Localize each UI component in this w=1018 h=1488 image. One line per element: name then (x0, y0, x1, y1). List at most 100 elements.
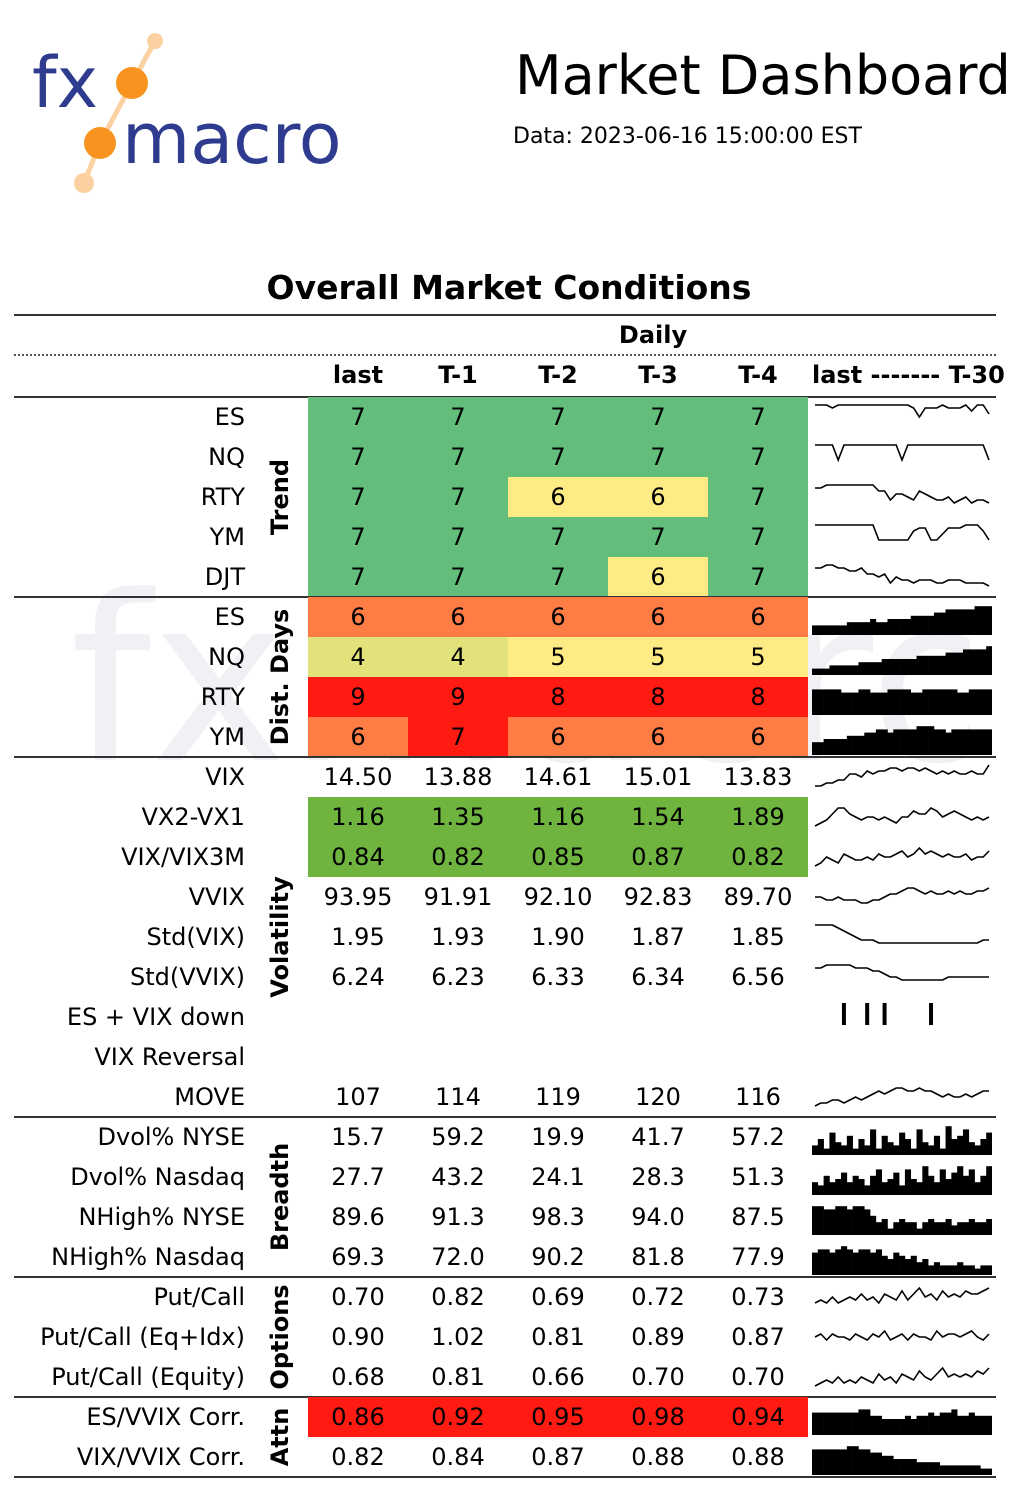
sparkline-bar (841, 1449, 848, 1475)
sparkline-tick (929, 1003, 934, 1025)
sparkline-bar (858, 1249, 865, 1275)
row-label: VIX Reversal (94, 1043, 245, 1071)
sparkline-bar (933, 1222, 941, 1235)
sparkline-bar (846, 1446, 853, 1475)
sparkline-bar (974, 1415, 981, 1435)
page-title: Market Dashboard (515, 44, 1011, 107)
table-row: RTY 9 9 8 8 8 (0, 677, 1018, 717)
value-cell: 7 (308, 477, 408, 517)
sparkline-bar (928, 689, 935, 715)
period-label: Daily (618, 321, 688, 349)
value-cell: 7 (708, 557, 808, 597)
value-cell: 6 (508, 597, 608, 637)
column-header-t3: T-3 (638, 361, 678, 389)
table-row: VX2-VX1 1.16 1.35 1.16 1.54 1.89 (0, 797, 1018, 837)
sparkline-path (815, 764, 990, 787)
sparkline-bar (841, 665, 848, 675)
sparkline-bar (829, 1182, 836, 1195)
value-cell: 27.7 (331, 1163, 385, 1191)
sparkline-bar (962, 1415, 970, 1435)
sparkline-bar (823, 1249, 830, 1275)
sparkline-bar (875, 1222, 882, 1235)
value-cell: 6.34 (631, 963, 685, 991)
sparkline-bar (817, 668, 824, 675)
sparkline-bar (893, 1172, 900, 1195)
sparkline-bar (893, 1145, 900, 1155)
sparkline (814, 1366, 990, 1387)
value-cell: 51.3 (731, 1163, 785, 1191)
value-cell: 6 (508, 717, 608, 757)
value-cell: 7 (608, 437, 708, 477)
sparkline-bar (817, 1249, 824, 1275)
sparkline-bar (974, 649, 981, 675)
group-label-text: Volatility (266, 876, 294, 998)
value-cell: 0.98 (608, 1397, 708, 1437)
sparkline-bar (852, 665, 859, 675)
sparkline-bar (974, 689, 981, 715)
sparkline-bar (870, 662, 877, 675)
value-cell: 0.90 (331, 1323, 385, 1351)
group-label: Volatility (262, 757, 298, 1117)
sparkline-bar (852, 1252, 859, 1275)
sparkline-bar (980, 1415, 987, 1435)
value-cell: 1.87 (631, 923, 685, 951)
row-label: NHigh% Nasdaq (51, 1243, 245, 1271)
sparkline-path (814, 1286, 990, 1305)
value-cell: 7 (508, 397, 608, 437)
table-row: YM 7 7 7 7 7 (0, 517, 1018, 557)
sparkline-bar (974, 606, 981, 635)
sparkline-bar (951, 1172, 958, 1195)
value-cell: 15.01 (623, 763, 693, 791)
row-label: VIX/VIX3M (121, 843, 245, 871)
sparkline-bar (835, 1142, 842, 1155)
sparkline-bar (974, 729, 981, 755)
sparkline-bar (899, 1185, 906, 1195)
table-row: ES 6 6 6 6 6 (0, 597, 1018, 637)
group-label: Dist. Days (262, 597, 298, 757)
sparkline-bar (829, 689, 836, 715)
value-cell: 0.81 (531, 1323, 585, 1351)
sparkline-bar (968, 609, 975, 635)
column-header-t4: T-4 (738, 361, 778, 389)
sparkline-bar (910, 729, 917, 755)
sparkline-bar (916, 1462, 923, 1475)
sparkline-bar (910, 615, 917, 635)
sparkline-bar (812, 1182, 819, 1195)
sparkline-bar (962, 1222, 970, 1235)
sparkline-bar (968, 689, 975, 715)
sparkline (812, 1039, 992, 1075)
sparkline-bar (986, 646, 992, 675)
row-label: VVIX (188, 883, 245, 911)
sparkline (815, 887, 990, 904)
sparkline-bar (852, 1175, 859, 1195)
sparkline-bar (893, 729, 900, 755)
sparkline-bar (899, 1132, 906, 1155)
sparkline-bar (817, 1206, 824, 1235)
sparkline-bar (951, 1265, 958, 1275)
value-cell: 7 (608, 517, 708, 557)
sparkline-bar (893, 1252, 900, 1275)
sparkline-bar (875, 1452, 882, 1475)
row-label: Dvol% NYSE (97, 1123, 245, 1151)
sparkline-bar (922, 726, 929, 755)
group-label: Breadth (262, 1117, 298, 1277)
sparkline-bar (852, 1148, 859, 1155)
sparkline (812, 1446, 992, 1475)
value-cell: 6.56 (731, 963, 785, 991)
value-cell: 89.6 (331, 1203, 385, 1231)
value-cell: 0.81 (431, 1363, 485, 1391)
sparkline-bar (841, 1412, 848, 1435)
sparkline (815, 484, 990, 504)
value-cell: 7 (408, 717, 508, 757)
sparkline-bar (899, 1255, 906, 1275)
sparkline-bar (887, 1142, 894, 1155)
sparkline (812, 726, 992, 755)
sparkline-bar (974, 1145, 981, 1155)
row-label: VIX (205, 763, 245, 791)
table-row: ES/VVIX Corr. 0.86 0.92 0.95 0.98 0.94 (0, 1397, 1018, 1437)
sparkline-bar (812, 668, 819, 675)
sparkline-bar (852, 622, 859, 635)
value-cell: 6.33 (531, 963, 585, 991)
sparkline-path (814, 1366, 990, 1387)
row-label: Std(VVIX) (130, 963, 245, 991)
